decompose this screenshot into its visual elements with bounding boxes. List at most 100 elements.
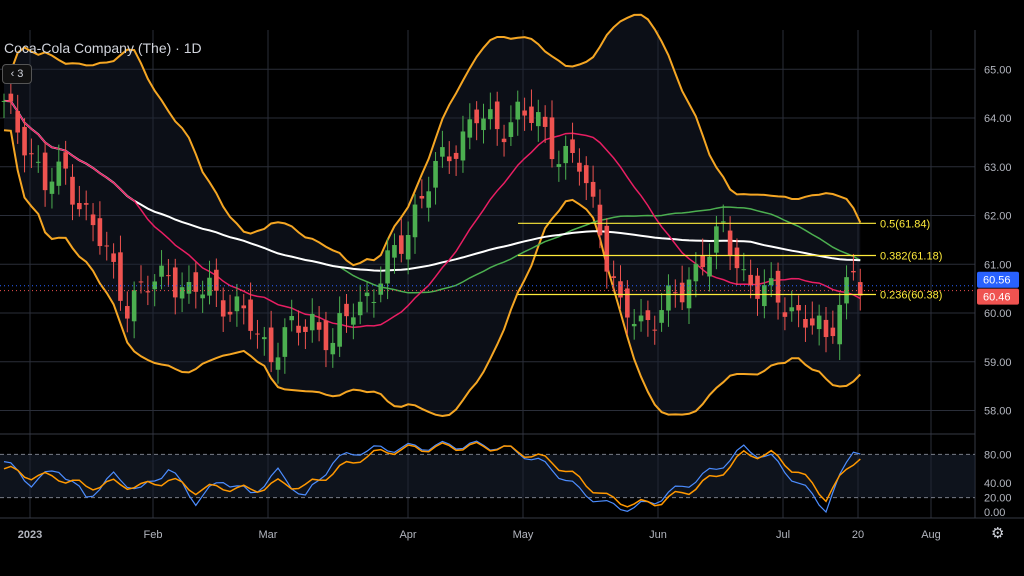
candle-body — [282, 327, 288, 357]
candle-body — [186, 281, 192, 294]
fib-level-label: 0.5(61.84) — [880, 218, 930, 230]
candle-body — [563, 145, 568, 164]
indicator-toggle-button[interactable]: ‹ 3 — [2, 64, 32, 84]
candle-body — [707, 256, 712, 277]
candle-body — [590, 181, 596, 197]
candle-body — [583, 165, 589, 184]
candle-body — [378, 283, 384, 295]
candle-body — [433, 160, 438, 188]
candle-body — [220, 300, 226, 317]
time-tick-label: Aug — [921, 529, 941, 541]
candle-body — [440, 147, 445, 157]
candle-body — [549, 117, 555, 160]
candle-body — [159, 265, 164, 277]
candle-body — [426, 191, 431, 208]
candle-body — [214, 269, 219, 291]
candle-body — [138, 281, 144, 283]
candle-body — [522, 110, 527, 116]
candle-body — [337, 313, 342, 347]
candle-body — [789, 307, 795, 312]
candle-body — [42, 152, 48, 191]
stoch-d-line — [3, 441, 861, 508]
candle-body — [748, 274, 753, 286]
candle-body — [501, 138, 507, 143]
time-tick-label: Feb — [144, 529, 163, 541]
time-tick-label: 2023 — [18, 529, 42, 541]
time-tick-label: Apr — [399, 529, 416, 541]
candle-body — [364, 292, 370, 297]
candle-body — [659, 310, 664, 323]
candle-body — [268, 327, 274, 363]
time-tick-label: Jun — [649, 529, 667, 541]
candle-body — [645, 310, 651, 321]
candle-body — [816, 315, 822, 330]
candle-body — [412, 204, 418, 238]
candle-body — [275, 357, 281, 370]
candle-body — [460, 131, 466, 161]
candle-body — [474, 109, 479, 124]
candle-body — [453, 152, 459, 159]
bollinger-upper-band — [3, 13, 862, 267]
candle-body — [625, 288, 630, 318]
candle-body — [104, 245, 110, 247]
candle-body — [296, 325, 301, 333]
candle-body — [330, 342, 336, 355]
candle-body — [255, 333, 260, 335]
moving-average-short — [3, 100, 861, 329]
candle-body — [357, 301, 363, 316]
candle-body — [316, 322, 322, 330]
candle-body — [70, 176, 75, 205]
fib-level-label: 0.382(61.18) — [880, 250, 942, 262]
candle-body — [741, 269, 747, 271]
candle-body — [577, 162, 582, 172]
candle-body — [234, 296, 240, 312]
candle-body — [111, 253, 116, 262]
candle-body — [679, 282, 685, 303]
candle-body — [666, 285, 671, 311]
stoch-band-fill — [0, 454, 975, 498]
candle-body — [604, 225, 610, 272]
candle-body — [720, 221, 726, 223]
candle-body — [179, 287, 185, 299]
candle-body — [193, 272, 199, 292]
price-tick-label: 64.00 — [984, 113, 1012, 125]
stoch-tick-label: 40.00 — [984, 478, 1012, 490]
candle-body — [49, 181, 55, 194]
candle-body — [262, 337, 267, 340]
candle-body — [227, 311, 233, 315]
price-tick-label: 59.00 — [984, 357, 1012, 369]
candle-body — [172, 267, 178, 298]
candle-body — [63, 152, 68, 169]
candle-body — [309, 313, 315, 331]
candle-body — [97, 218, 103, 247]
candle-body — [638, 315, 644, 322]
candle-body — [29, 153, 34, 155]
candle-body — [515, 101, 521, 120]
bollinger-fill — [4, 14, 861, 416]
candle-body — [652, 329, 658, 331]
candle-body — [446, 156, 452, 162]
chevron-icon: ‹ — [10, 68, 15, 80]
candle-body — [536, 112, 541, 127]
candle-body — [693, 263, 699, 282]
candle-body — [823, 319, 829, 338]
time-tick-label: Jul — [776, 529, 790, 541]
candle-body — [118, 252, 123, 301]
stoch-tick-label: 20.00 — [984, 493, 1012, 505]
candle-body — [207, 277, 212, 296]
gear-icon[interactable]: ⚙ — [991, 525, 1005, 542]
candle-body — [248, 299, 253, 331]
candle-body — [851, 270, 856, 273]
candle-body — [631, 323, 637, 327]
candle-body — [405, 235, 411, 260]
candle-body — [494, 101, 500, 130]
last-price-tag-label: 60.56 — [983, 275, 1011, 287]
candle-body — [56, 161, 62, 186]
candle-body — [755, 275, 760, 299]
price-tick-label: 63.00 — [984, 162, 1012, 174]
candle-body — [77, 203, 82, 210]
time-tick-label: 20 — [852, 529, 864, 541]
candle-body — [200, 294, 205, 299]
last-price-tag — [977, 288, 1019, 305]
